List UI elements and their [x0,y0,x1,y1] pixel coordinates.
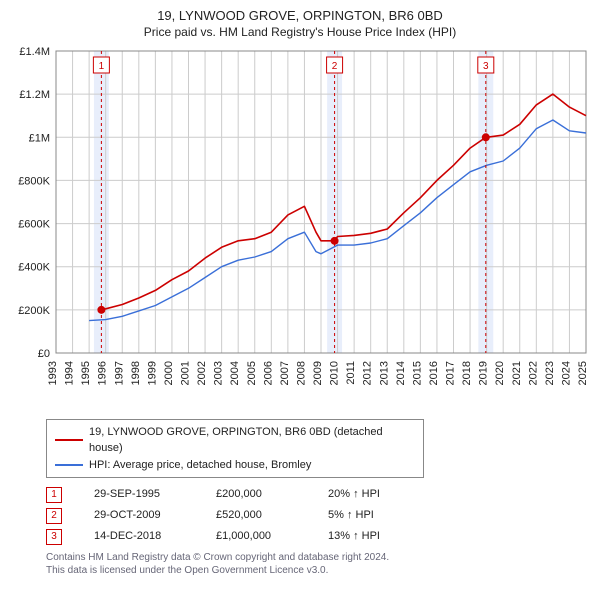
svg-text:1997: 1997 [113,361,125,385]
svg-text:2008: 2008 [295,361,307,385]
svg-text:£1M: £1M [29,132,50,144]
svg-text:1: 1 [99,61,105,72]
sale-hpi-delta: 20% ↑ HPI [328,484,408,505]
svg-text:2016: 2016 [428,361,440,385]
legend-swatch-hpi [55,464,83,466]
svg-text:2009: 2009 [312,361,324,385]
sale-hpi-delta: 5% ↑ HPI [328,505,408,526]
footnote-line2: This data is licensed under the Open Gov… [46,564,590,577]
footnote: Contains HM Land Registry data © Crown c… [46,551,590,577]
svg-text:2000: 2000 [163,361,175,385]
svg-text:£1.2M: £1.2M [19,89,50,101]
svg-text:2003: 2003 [213,361,225,385]
svg-text:1993: 1993 [47,361,59,385]
sale-price: £520,000 [216,505,296,526]
svg-text:1999: 1999 [146,361,158,385]
sales-table: 1 29-SEP-1995 £200,000 20% ↑ HPI 2 29-OCT-200… [46,484,590,547]
svg-text:£600K: £600K [18,218,50,230]
sale-date: 14-DEC-2018 [94,526,184,547]
legend-row-hpi: HPI: Average price, detached house, Brom… [55,457,415,474]
footnote-line1: Contains HM Land Registry data © Crown c… [46,551,590,564]
sales-row: 2 29-OCT-2009 £520,000 5% ↑ HPI [46,505,590,526]
svg-text:2014: 2014 [395,361,407,385]
svg-text:2020: 2020 [494,361,506,385]
sale-date: 29-OCT-2009 [94,505,184,526]
sale-marker-number: 2 [46,508,62,524]
sale-price: £1,000,000 [216,526,296,547]
svg-text:1995: 1995 [80,361,92,385]
svg-text:3: 3 [483,61,489,72]
svg-text:2007: 2007 [279,361,291,385]
svg-text:2001: 2001 [180,361,192,385]
svg-text:1996: 1996 [97,361,109,385]
svg-text:1998: 1998 [130,361,142,385]
sales-row: 1 29-SEP-1995 £200,000 20% ↑ HPI [46,484,590,505]
sale-marker-number: 3 [46,529,62,545]
legend-row-property: 19, LYNWOOD GROVE, ORPINGTON, BR6 0BD (d… [55,424,415,457]
sales-row: 3 14-DEC-2018 £1,000,000 13% ↑ HPI [46,526,590,547]
svg-text:2025: 2025 [577,361,589,385]
svg-text:£0: £0 [38,348,50,360]
legend-box: 19, LYNWOOD GROVE, ORPINGTON, BR6 0BD (d… [46,419,424,479]
legend-label-hpi: HPI: Average price, detached house, Brom… [89,457,311,474]
chart-svg: £0 £200K £400K £600K £800K £1M £1.2M £1.4M 1993 1… [10,43,590,413]
svg-text:2006: 2006 [262,361,274,385]
svg-text:2: 2 [332,61,338,72]
svg-text:2002: 2002 [196,361,208,385]
svg-text:2021: 2021 [511,361,523,385]
svg-text:2012: 2012 [362,361,374,385]
svg-text:2005: 2005 [246,361,258,385]
sale-marker-number: 1 [46,487,62,503]
sale-date: 29-SEP-1995 [94,484,184,505]
svg-text:2023: 2023 [544,361,556,385]
legend-label-property: 19, LYNWOOD GROVE, ORPINGTON, BR6 0BD (d… [89,424,415,457]
svg-text:2019: 2019 [478,361,490,385]
svg-text:£400K: £400K [18,262,50,274]
svg-text:2018: 2018 [461,361,473,385]
svg-text:2015: 2015 [411,361,423,385]
svg-text:2004: 2004 [229,361,241,385]
svg-text:1994: 1994 [64,361,76,385]
svg-text:2011: 2011 [345,361,357,385]
svg-text:2022: 2022 [527,361,539,385]
svg-text:2024: 2024 [560,361,572,385]
svg-text:£800K: £800K [18,175,50,187]
svg-text:£1.4M: £1.4M [19,46,50,58]
svg-text:2010: 2010 [329,361,341,385]
chart-title-line1: 19, LYNWOOD GROVE, ORPINGTON, BR6 0BD [10,8,590,25]
svg-text:2017: 2017 [445,361,457,385]
sale-price: £200,000 [216,484,296,505]
svg-text:£200K: £200K [18,305,50,317]
legend-swatch-property [55,439,83,441]
price-chart: £0 £200K £400K £600K £800K £1M £1.2M £1.4M 1993 1… [10,43,590,413]
sale-hpi-delta: 13% ↑ HPI [328,526,408,547]
svg-text:2013: 2013 [378,361,390,385]
chart-title-line2: Price paid vs. HM Land Registry's House … [10,25,590,39]
